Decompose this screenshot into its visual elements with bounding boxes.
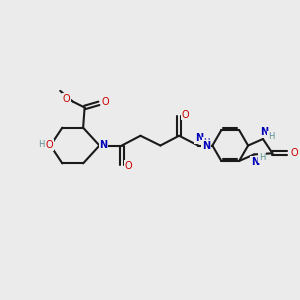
Text: H: H <box>38 140 45 149</box>
Text: N: N <box>202 141 210 151</box>
Text: O: O <box>290 148 298 158</box>
Text: O: O <box>182 110 190 120</box>
Text: O: O <box>124 161 132 171</box>
Text: H: H <box>268 131 274 140</box>
Text: H: H <box>259 153 266 162</box>
Text: O: O <box>62 94 70 104</box>
Text: N: N <box>260 127 268 137</box>
Text: N: N <box>195 133 203 143</box>
Text: N: N <box>251 157 259 166</box>
Text: O: O <box>45 140 53 150</box>
Text: N: N <box>100 140 108 150</box>
Text: H: H <box>203 138 209 147</box>
Text: O: O <box>102 97 109 107</box>
